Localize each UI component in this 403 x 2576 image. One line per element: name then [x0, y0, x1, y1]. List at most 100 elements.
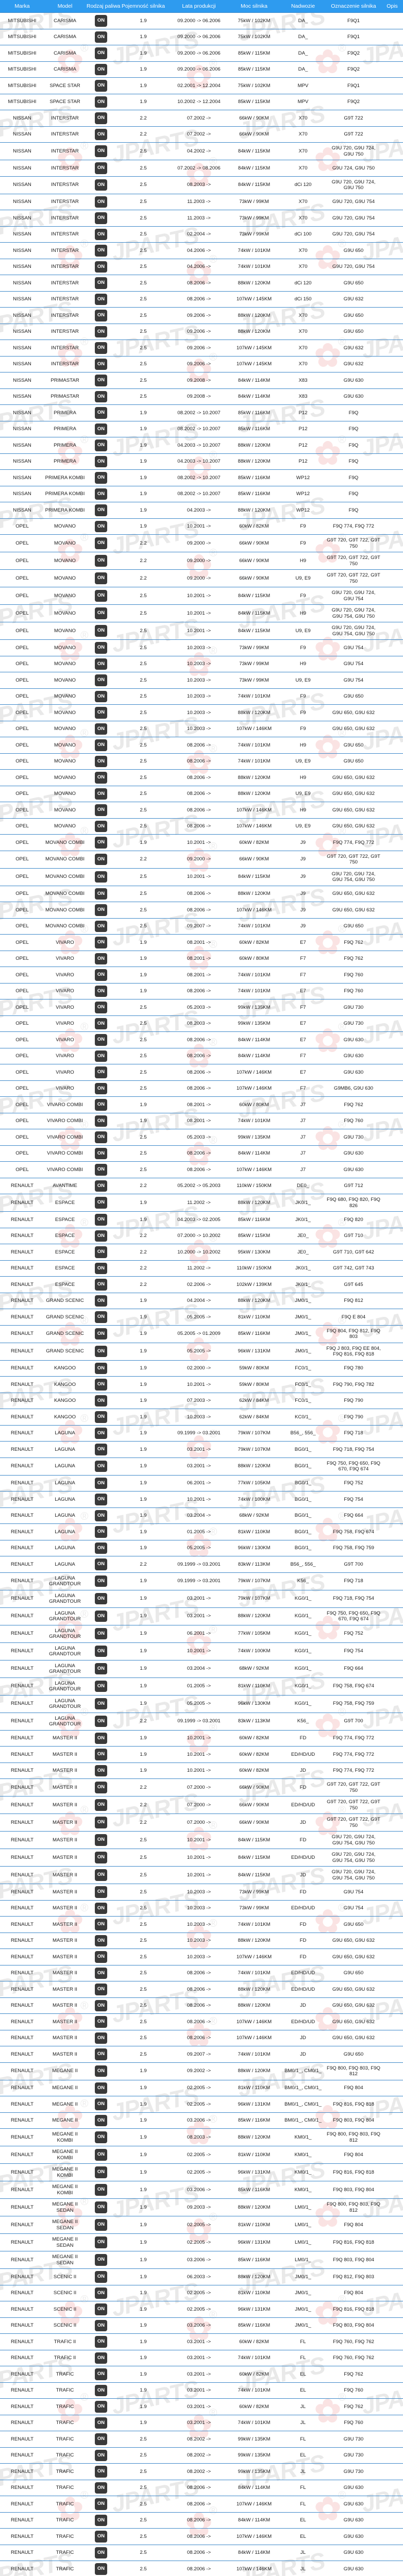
column-header-body: Nadwozie: [280, 0, 326, 13]
cell-engine-power: 88kW / 120KM: [228, 453, 280, 470]
cell-engine-power: 88kW / 120KM: [228, 2062, 280, 2080]
cell-engine-power: 74kW / 100KM: [228, 1491, 280, 1508]
cell-fuel-type: ON: [86, 1441, 116, 1458]
cell-model: LAGUNA: [44, 1507, 86, 1524]
cell-engine-power: 99kW / 135KM: [228, 2447, 280, 2464]
cell-description: [381, 1814, 403, 1832]
cell-engine-capacity: 1.9: [116, 2285, 170, 2302]
cell-engine-capacity: 2.5: [116, 2431, 170, 2448]
cell-engine-code: F9Q 760: [326, 967, 381, 984]
cell-production-years: 02.2005 ->: [170, 2163, 228, 2182]
cell-engine-code: F9Q 812: [326, 1293, 381, 1310]
cell-model: MEGANE II: [44, 2062, 86, 2080]
cell-brand: NISSAN: [0, 469, 44, 486]
cell-fuel-type: ON: [86, 1080, 116, 1097]
cell-model: VIVARO: [44, 967, 86, 984]
cell-body-code: FD: [280, 1778, 326, 1797]
cell-engine-code: F9Q 752: [326, 1475, 381, 1492]
cell-body-code: F9: [280, 704, 326, 721]
cell-brand: NISSAN: [0, 226, 44, 243]
cell-engine-power: 75kW / 102KM: [228, 12, 280, 29]
cell-engine-power: 74kW / 101KM: [228, 242, 280, 259]
cell-model: CARISMA: [44, 45, 86, 62]
cell-model: INTERSTAR: [44, 356, 86, 373]
cell-engine-power: 79kW / 107KM: [228, 1590, 280, 1608]
cell-body-code: EL: [280, 2512, 326, 2529]
cell-engine-code: G9U 650: [326, 737, 381, 754]
cell-description: [381, 1762, 403, 1780]
cell-body-code: FL: [280, 2480, 326, 2497]
table-row: NISSAN INTERSTAR ON 2.5 08.2006 -> 107kW / 14…: [0, 291, 403, 308]
cell-fuel-type: ON: [86, 1376, 116, 1393]
cell-engine-code: G9T 722: [326, 126, 381, 143]
cell-production-years: 07.2002 ->: [170, 110, 228, 127]
cell-engine-power: 84kW / 114KM: [228, 2480, 280, 2497]
cell-fuel-type: ON: [86, 2181, 116, 2199]
table-row: RENAULT MASTER II ON 2.5 08.2006 -> 107kW / 1…: [0, 2013, 403, 2030]
cell-production-years: 07.2000 ->: [170, 1778, 228, 1797]
table-row: RENAULT ESPACE ON 1.9 04.2003 -> 02.2005 85kW…: [0, 1211, 403, 1228]
cell-description: [381, 2317, 403, 2334]
cell-engine-code: F9Q1: [326, 29, 381, 46]
cell-model: TRAFIC: [44, 2512, 86, 2529]
cell-engine-power: 84kW / 114KM: [228, 372, 280, 389]
cell-fuel-type: ON: [86, 291, 116, 308]
cell-engine-power: 99kW / 135KM: [228, 999, 280, 1016]
cell-description: [381, 1607, 403, 1625]
cell-body-code: J7: [280, 1129, 326, 1146]
cell-engine-code: G9T 742, G9T 743: [326, 1260, 381, 1277]
cell-model: SPACE STAR: [44, 94, 86, 111]
cell-engine-code: F9Q 803, F9Q 804: [326, 2181, 381, 2199]
diesel-fuel-badge: ON: [95, 1035, 107, 1045]
cell-production-years: 09.1999 -> 03.2001: [170, 1556, 228, 1573]
cell-model: MASTER II: [44, 1948, 86, 1965]
cell-body-code: ED/HD/UD: [280, 1746, 326, 1763]
cell-engine-power: 74kW / 101KM: [228, 753, 280, 770]
cell-fuel-type: ON: [86, 834, 116, 851]
cell-body-code: J9: [280, 886, 326, 903]
cell-engine-power: 107kW / 146KM: [228, 902, 280, 919]
cell-brand: RENAULT: [0, 1276, 44, 1293]
cell-fuel-type: ON: [86, 552, 116, 570]
cell-engine-power: 84kW / 115KM: [228, 160, 280, 177]
cell-brand: NISSAN: [0, 372, 44, 389]
cell-engine-code: F9Q: [326, 421, 381, 438]
cell-body-code: BM0/1_, CM0/1_: [280, 2080, 326, 2097]
diesel-fuel-badge: ON: [95, 1935, 107, 1946]
table-row: RENAULT MEGANE II ON 1.9 02.2005 -> 96kW / 13…: [0, 2096, 403, 2113]
cell-fuel-type: ON: [86, 1900, 116, 1917]
table-row: OPEL MOVANO ON 2.5 10.2001 -> 84kW / 115KM H9 G…: [0, 604, 403, 623]
table-row: RENAULT MEGANE II SEDAN ON 1.9 02.2005 -> 81k…: [0, 2216, 403, 2234]
cell-brand: RENAULT: [0, 1491, 44, 1508]
cell-engine-code: G9U 650, G9U 632: [326, 704, 381, 721]
diesel-fuel-badge: ON: [95, 788, 107, 800]
cell-production-years: 11.2002 ->: [170, 1260, 228, 1277]
cell-fuel-type: ON: [86, 868, 116, 886]
table-row: NISSAN INTERSTAR ON 2.5 08.2006 -> 88kW / 120…: [0, 275, 403, 292]
cell-brand: RENAULT: [0, 1866, 44, 1885]
cell-brand: RENAULT: [0, 2030, 44, 2047]
cell-description: [381, 1228, 403, 1245]
cell-body-code: JK0/1_: [280, 1211, 326, 1228]
cell-engine-code: G9U 720, G9U 754: [326, 259, 381, 276]
cell-engine-code: F9Q 774, F9Q 772: [326, 1730, 381, 1747]
cell-engine-code: G9T 720, G9T 722, G9T 750: [326, 851, 381, 869]
cell-model: LAGUNA GRANDTOUR: [44, 1625, 86, 1643]
table-row: RENAULT SCENIC II ON 1.9 02.2005 -> 81kW / 11…: [0, 2285, 403, 2302]
cell-engine-capacity: 1.9: [116, 2096, 170, 2113]
cell-engine-code: G9U 720, G9U 754: [326, 210, 381, 227]
cell-fuel-type: ON: [86, 2496, 116, 2513]
cell-model: MEGANE II KOMBI: [44, 2146, 86, 2164]
cell-model: INTERSTAR: [44, 194, 86, 211]
cell-engine-power: 107kW / 146KM: [228, 2528, 280, 2545]
cell-model: MOVANO: [44, 818, 86, 835]
cell-model: INTERSTAR: [44, 126, 86, 143]
cell-body-code: J7: [280, 1145, 326, 1162]
cell-engine-power: 96kW / 131KM: [228, 1343, 280, 1361]
cell-fuel-type: ON: [86, 2333, 116, 2350]
table-row: NISSAN PRIMERA ON 1.9 08.2002 -> 10.2007 85kW…: [0, 404, 403, 421]
cell-brand: RENAULT: [0, 2301, 44, 2318]
cell-engine-code: F9Q 718, F9Q 754: [326, 1590, 381, 1608]
diesel-fuel-badge: ON: [95, 2237, 107, 2248]
cell-production-years: 09.1999 -> 03.2001: [170, 1425, 228, 1442]
